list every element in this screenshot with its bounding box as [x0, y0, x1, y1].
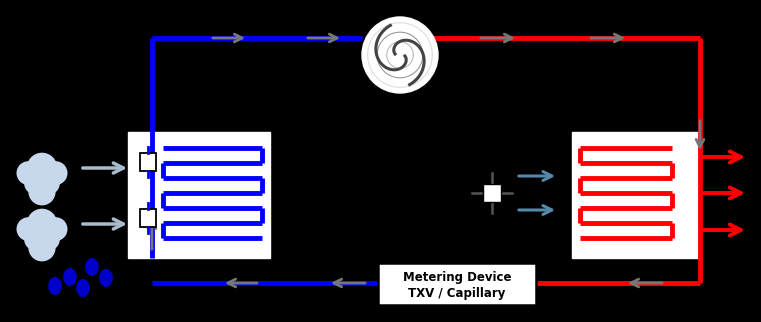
Bar — [140, 209, 156, 227]
Circle shape — [43, 217, 68, 241]
Circle shape — [17, 217, 40, 241]
Circle shape — [28, 178, 56, 205]
Bar — [572, 132, 700, 258]
Circle shape — [38, 172, 60, 194]
Bar — [483, 184, 501, 202]
Polygon shape — [100, 270, 112, 286]
Circle shape — [28, 234, 56, 261]
Circle shape — [362, 17, 438, 93]
Circle shape — [24, 172, 46, 194]
Circle shape — [27, 209, 57, 239]
Circle shape — [27, 153, 57, 183]
Bar — [140, 153, 156, 171]
Circle shape — [43, 161, 68, 185]
Circle shape — [38, 228, 60, 250]
Polygon shape — [64, 269, 76, 285]
Polygon shape — [86, 259, 98, 275]
Bar — [378, 263, 536, 305]
Polygon shape — [77, 280, 89, 296]
Text: Metering Device: Metering Device — [403, 270, 511, 283]
Circle shape — [17, 161, 40, 185]
Polygon shape — [49, 278, 61, 294]
Bar — [128, 132, 270, 258]
Circle shape — [24, 228, 46, 250]
Text: TXV / Capillary: TXV / Capillary — [409, 287, 506, 299]
